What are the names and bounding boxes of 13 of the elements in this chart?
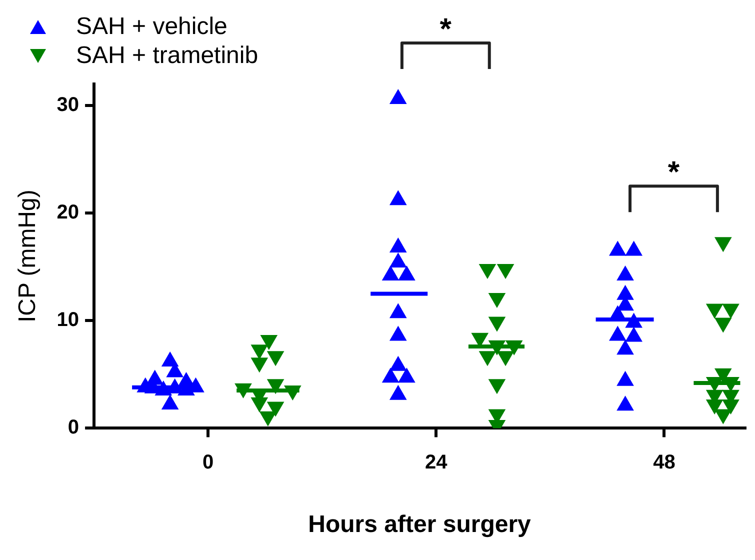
x-tick-label: 48 <box>653 452 676 474</box>
y-tick-label: 0 <box>68 416 80 439</box>
y-tick-label: 30 <box>56 94 80 116</box>
annotation: * <box>668 156 680 190</box>
legend-label: SAH + vehicle <box>76 12 228 41</box>
x-axis-title: Hours after surgery <box>308 511 532 538</box>
y-axis-title: ICP (mmHg) <box>14 190 42 323</box>
x-tick-label: 24 <box>425 452 448 474</box>
y-tick-label: 10 <box>56 309 80 332</box>
y-tick-label: 20 <box>56 202 80 224</box>
x-tick-label: 0 <box>202 452 214 474</box>
text: * <box>440 13 452 46</box>
legend-label: SAH + trametinib <box>76 41 258 70</box>
